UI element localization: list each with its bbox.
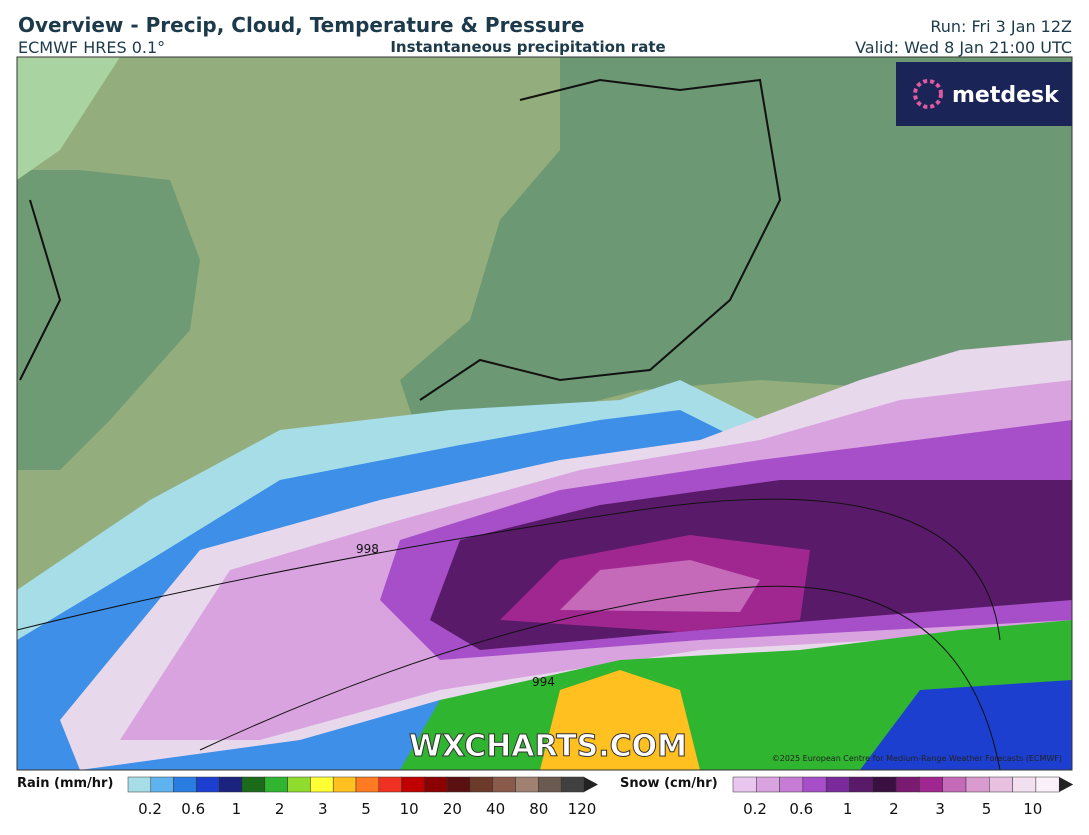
map-frame: [16, 56, 1073, 771]
britain: [17, 170, 200, 470]
colorbar-tick-label: 1: [232, 800, 242, 818]
colorbar-swatch: [825, 776, 850, 793]
colorbar-swatch: [424, 776, 448, 793]
colorbar-swatch: [849, 776, 874, 793]
run: Run: Fri 3 Jan 12Z: [930, 17, 1072, 36]
colorbar-swatch: [732, 776, 757, 793]
colorbar-swatch: [515, 776, 539, 793]
colorbar-swatch: [241, 776, 266, 793]
watermark: WXCHARTS.COM: [409, 729, 687, 764]
colorbar-tick-label: 1: [843, 800, 853, 818]
colorbar-swatch: [895, 776, 920, 793]
rain-colorbar: 0.2 0.6 1 2 3 5 10 20 40 80 120: [127, 776, 598, 818]
valid: Valid: Wed 8 Jan 21:00 UTC: [855, 38, 1072, 57]
colorbar-tick-label: 10: [1023, 800, 1042, 818]
colorbar-tick-label: 5: [361, 800, 371, 818]
snow-core: [560, 560, 760, 612]
colorbar-tick-label: 3: [935, 800, 945, 818]
colorbar-tick-label: 2: [889, 800, 899, 818]
coastline: [19, 78, 782, 401]
colorbar-swatch: [802, 776, 827, 793]
colorbar-arrow: [584, 777, 598, 792]
title: Overview - Precip, Cloud, Temperature & …: [18, 13, 584, 37]
colorbar-tick-label: 5: [982, 800, 992, 818]
colorbar-swatch: [378, 776, 402, 793]
model: ECMWF HRES 0.1°: [18, 38, 165, 57]
colorbar-swatch: [989, 776, 1013, 793]
colorbar-swatch: [965, 776, 990, 793]
colorbar-swatch: [446, 776, 471, 793]
colorbar-swatch: [1012, 776, 1037, 793]
colorbar-tick-label: 10: [400, 800, 419, 818]
rain-orange: [540, 670, 700, 770]
land: [400, 57, 1072, 440]
colorbar-tick-label: 0.2: [138, 800, 162, 818]
colorbar-swatch: [264, 776, 288, 793]
cloud: [17, 57, 120, 180]
colorbar-tick-label: 120: [568, 800, 597, 818]
colorbar-swatch: [469, 776, 494, 793]
isobar-label: 998: [356, 542, 379, 556]
colorbar-swatch: [196, 776, 220, 793]
colorbar-swatch: [218, 776, 243, 793]
snow-legend-label: Snow (cm/hr): [620, 776, 718, 791]
colorbar-tick-label: 40: [486, 800, 505, 818]
isobar: [17, 498, 1001, 641]
colorbar-swatch: [401, 776, 425, 793]
colorbar-tick-label: 3: [318, 800, 328, 818]
logo-icon: [913, 79, 943, 109]
colorbar-tick-label: 0.2: [743, 800, 767, 818]
colorbar-swatch: [756, 776, 780, 793]
colorbar-swatch: [919, 776, 943, 793]
colorbar-swatch: [287, 776, 311, 793]
colorbar-swatch: [1035, 776, 1060, 793]
colorbar-tick-label: 2: [275, 800, 285, 818]
colorbar-swatch: [872, 776, 897, 793]
colorbar-swatch: [538, 776, 562, 793]
colorbar-tick-label: 0.6: [181, 800, 205, 818]
colorbar-swatch: [355, 776, 380, 793]
logo-box: [896, 62, 1072, 126]
isobar-label: 994: [532, 675, 555, 689]
colorbar-swatch: [779, 776, 804, 793]
colorbar-swatch: [332, 776, 357, 793]
rain-legend-label: Rain (mm/hr): [17, 776, 113, 791]
rain-heavy: [860, 680, 1072, 770]
colorbar-tick-label: 20: [443, 800, 462, 818]
colorbar-swatch: [127, 776, 152, 793]
colorbar-swatch: [492, 776, 516, 793]
colorbar-swatch: [560, 776, 585, 793]
snow-colorbar: 0.2 0.6 1 2 3 5 10: [732, 776, 1074, 818]
colorbar-tick-label: 80: [529, 800, 548, 818]
copyright: ©2025 European Centre for Medium-Range W…: [772, 754, 1062, 763]
colorbar-tick-label: 0.6: [789, 800, 813, 818]
field: Instantaneous precipitation rate: [390, 38, 665, 56]
logo: metdesk: [952, 83, 1060, 108]
map: 998 994 WXCHARTS.COM ©2025 European Cent…: [16, 56, 1073, 771]
colorbar-arrow: [1059, 777, 1074, 792]
colorbar-swatch: [942, 776, 967, 793]
isobar: [199, 585, 1001, 770]
colorbar-swatch: [310, 776, 334, 793]
colorbar-swatch: [173, 776, 197, 793]
colorbar-swatch: [150, 776, 174, 793]
